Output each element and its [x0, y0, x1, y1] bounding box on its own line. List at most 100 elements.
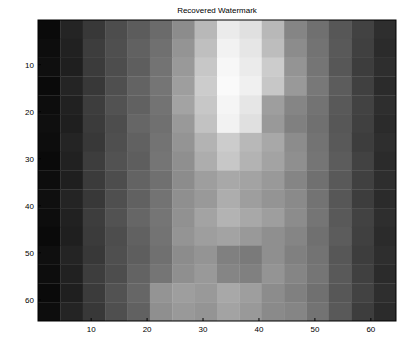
x-tick-label: 50: [310, 325, 319, 334]
cell: [128, 171, 151, 190]
cell: [172, 114, 195, 133]
cell: [284, 265, 307, 284]
cell: [217, 208, 240, 227]
cell: [217, 265, 240, 284]
cell: [105, 76, 128, 95]
cell: [329, 171, 352, 190]
title: Recovered Watermark: [177, 6, 258, 15]
y-tick: [38, 64, 41, 65]
cell: [329, 265, 352, 284]
cell: [195, 246, 218, 265]
cell: [128, 58, 151, 77]
cell: [128, 39, 151, 58]
cell: [374, 114, 396, 133]
cell: [128, 189, 151, 208]
y-tick-label: 60: [25, 296, 34, 305]
cell: [329, 302, 352, 321]
cell: [150, 76, 173, 95]
cell: [374, 95, 396, 114]
cell: [329, 58, 352, 77]
cell: [351, 114, 374, 133]
x-tick: [314, 318, 315, 321]
cell: [239, 227, 262, 246]
cell: [105, 39, 128, 58]
cell: [195, 171, 218, 190]
cell: [351, 265, 374, 284]
cell: [172, 189, 195, 208]
cell: [217, 114, 240, 133]
y-tick: [38, 252, 41, 253]
cell: [307, 283, 330, 302]
cell: [284, 227, 307, 246]
cell: [60, 76, 83, 95]
cell: [105, 265, 128, 284]
cell: [128, 246, 151, 265]
cell: [217, 246, 240, 265]
cell: [262, 76, 285, 95]
cell: [374, 39, 396, 58]
frame: [38, 20, 396, 321]
cell: [284, 20, 307, 39]
cell: [262, 171, 285, 190]
cell: [307, 95, 330, 114]
x-tick: [91, 318, 92, 321]
y-tick-label: 10: [25, 61, 34, 70]
cell: [83, 283, 106, 302]
cell: [105, 20, 128, 39]
cell: [60, 265, 83, 284]
cell: [38, 76, 61, 95]
y-tick-label: 20: [25, 108, 34, 117]
cell: [217, 171, 240, 190]
cell: [307, 152, 330, 171]
cell: [83, 208, 106, 227]
cell: [172, 208, 195, 227]
cell: [329, 227, 352, 246]
cell: [38, 189, 61, 208]
cell: [83, 114, 106, 133]
cell: [284, 58, 307, 77]
x-tick-label: 10: [87, 325, 96, 334]
cell: [172, 227, 195, 246]
cell: [195, 283, 218, 302]
cell: [150, 152, 173, 171]
cell: [307, 114, 330, 133]
cell: [83, 171, 106, 190]
cell: [351, 39, 374, 58]
cell: [150, 114, 173, 133]
cell: [374, 208, 396, 227]
cell: [150, 171, 173, 190]
cell: [83, 302, 106, 321]
cell: [351, 189, 374, 208]
cell: [239, 95, 262, 114]
cell: [374, 133, 396, 152]
cell: [38, 114, 61, 133]
cell: [239, 302, 262, 321]
cell: [38, 95, 61, 114]
cell: [105, 114, 128, 133]
x-tick: [370, 318, 371, 321]
cell: [307, 189, 330, 208]
cell: [150, 246, 173, 265]
cell: [217, 39, 240, 58]
cell: [83, 133, 106, 152]
cell: [284, 114, 307, 133]
cell: [351, 283, 374, 302]
cell: [60, 133, 83, 152]
cell: [307, 58, 330, 77]
cell: [284, 95, 307, 114]
cell: [105, 302, 128, 321]
cell: [195, 208, 218, 227]
cell: [284, 39, 307, 58]
cell: [239, 58, 262, 77]
y-tick-label: 50: [25, 249, 34, 258]
cell: [60, 95, 83, 114]
cell: [38, 20, 61, 39]
cell: [284, 208, 307, 227]
y-tick: [38, 205, 41, 206]
cell: [351, 227, 374, 246]
cell: [172, 95, 195, 114]
cell: [307, 171, 330, 190]
cell: [217, 133, 240, 152]
cell: [195, 114, 218, 133]
cell: [150, 227, 173, 246]
